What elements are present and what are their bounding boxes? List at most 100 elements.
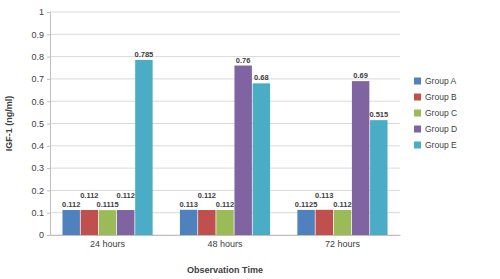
y-tick: 0 — [39, 230, 50, 240]
legend-swatch — [414, 126, 421, 133]
data-label: 0.112 — [62, 200, 80, 209]
bar — [352, 81, 369, 235]
data-label: 0.1125 — [295, 200, 318, 209]
y-tick: 0.3 — [31, 163, 50, 173]
data-label: 0.113 — [315, 191, 333, 200]
legend-label: Group A — [425, 76, 457, 86]
y-axis-title: IGF-1 (ng/ml) — [4, 96, 14, 152]
bar — [62, 210, 79, 235]
y-tick-mark — [47, 146, 50, 147]
y-tick: 0.5 — [31, 119, 50, 129]
data-label: 0.515 — [369, 110, 388, 119]
grid-line — [50, 123, 400, 124]
legend-swatch — [414, 110, 421, 117]
y-tick: 0.2 — [31, 186, 50, 196]
y-tick: 1 — [39, 7, 50, 17]
y-tick: 0.1 — [31, 208, 50, 218]
y-tick-label: 0.8 — [31, 52, 44, 62]
x-tick-label: 72 hours — [325, 239, 361, 249]
y-tick: 0.7 — [31, 74, 50, 84]
y-tick-mark — [47, 235, 50, 236]
legend-label: Group E — [425, 140, 457, 150]
bar — [180, 210, 197, 235]
y-tick-label: 0 — [39, 230, 44, 240]
bar — [135, 60, 152, 235]
y-tick-mark — [47, 12, 50, 13]
y-tick-label: 0.3 — [31, 163, 44, 173]
data-label: 0.1115 — [96, 200, 118, 209]
bar — [334, 210, 351, 235]
y-tick-label: 0.5 — [31, 119, 44, 129]
data-label: 0.113 — [179, 200, 197, 209]
x-axis-title: Observation Time — [187, 265, 263, 275]
y-tick-label: 1 — [39, 7, 44, 17]
data-label: 0.112 — [80, 191, 98, 200]
data-label: 0.68 — [254, 73, 269, 82]
data-label: 0.112 — [216, 200, 234, 209]
grid-line — [50, 56, 400, 57]
legend-label: Group B — [425, 92, 457, 102]
legend-swatch — [414, 78, 421, 85]
bar — [316, 210, 333, 235]
bar — [297, 210, 314, 235]
legend-swatch — [414, 94, 421, 101]
y-tick-label: 0.4 — [31, 141, 44, 151]
y-tick: 0.8 — [31, 52, 50, 62]
legend-label: Group C — [425, 108, 457, 118]
chart: 0 0.1 0.2 0.3 0.4 0.5 0.6 0.7 0.8 0.9 1 24 hours 48 … — [0, 0, 500, 279]
x-tick: 72 hours — [325, 239, 361, 249]
data-label: 0.112 — [117, 191, 135, 200]
y-tick-mark — [47, 213, 50, 214]
legend: Group A Group B Group C Group D Group E — [414, 76, 457, 150]
y-tick-mark — [47, 190, 50, 191]
x-axis: 24 hours 48 hours 72 hours — [51, 236, 401, 250]
y-tick-label: 0.6 — [31, 97, 44, 107]
y-tick: 0.4 — [31, 141, 50, 151]
x-tick-label: 24 hours — [90, 239, 126, 249]
grid-line — [50, 34, 400, 35]
y-tick: 0.6 — [31, 97, 50, 107]
legend-item: Group B — [414, 92, 457, 102]
data-label: 0.76 — [236, 56, 251, 65]
bar — [198, 210, 215, 235]
grid-line — [50, 101, 400, 102]
y-tick-mark — [47, 101, 50, 102]
y-tick-mark — [47, 34, 50, 35]
x-tick: 48 hours — [207, 239, 243, 249]
bar — [99, 210, 116, 235]
legend-swatch — [414, 142, 421, 149]
grid-line — [50, 145, 400, 146]
data-labels: 0.1120.1120.11150.1120.7850.1130.1120.11… — [62, 50, 388, 209]
data-label: 0.112 — [198, 191, 216, 200]
grid-line — [50, 12, 400, 13]
bar — [253, 83, 270, 235]
y-tick-label: 0.7 — [31, 74, 44, 84]
legend-item: Group A — [414, 76, 457, 86]
x-tick: 24 hours — [90, 239, 126, 249]
legend-item: Group D — [414, 124, 457, 134]
grid-line — [50, 168, 400, 169]
legend-item: Group C — [414, 108, 457, 118]
y-tick: 0.9 — [31, 30, 50, 40]
bar — [216, 210, 233, 235]
legend-item: Group E — [414, 140, 457, 150]
data-label: 0.112 — [333, 200, 351, 209]
plot: 0 0.1 0.2 0.3 0.4 0.5 0.6 0.7 0.8 0.9 1 24 hours 48 … — [31, 7, 400, 249]
x-tick-label: 48 hours — [207, 239, 243, 249]
grid-line — [50, 190, 400, 191]
bar — [81, 210, 98, 235]
legend-label: Group D — [425, 124, 457, 134]
y-tick-mark — [47, 168, 50, 169]
y-tick-label: 0.1 — [31, 208, 44, 218]
grid-line — [50, 78, 400, 79]
y-tick-mark — [47, 79, 50, 80]
y-tick-mark — [47, 57, 50, 58]
bar — [370, 120, 387, 235]
grid — [50, 12, 400, 235]
bar — [117, 210, 134, 235]
bars — [62, 60, 387, 235]
data-label: 0.785 — [135, 50, 154, 59]
y-tick-label: 0.9 — [31, 30, 44, 40]
y-axis-line — [47, 13, 51, 236]
x-axis-line — [51, 235, 401, 236]
